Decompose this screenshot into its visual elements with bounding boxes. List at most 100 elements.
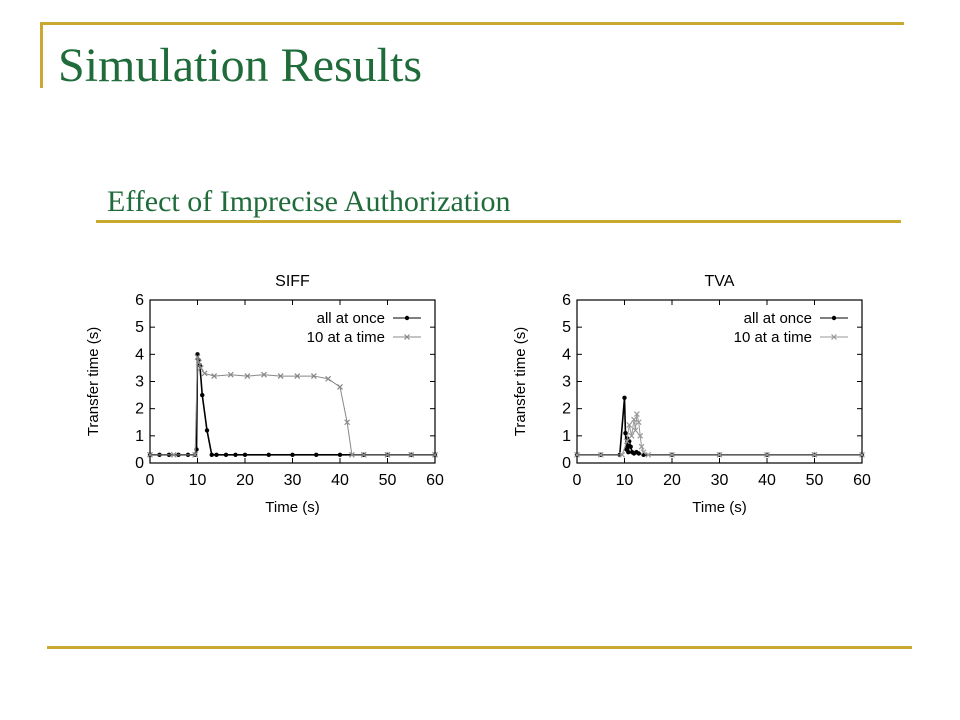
data-point	[764, 451, 770, 458]
chart-title: TVA	[705, 273, 735, 290]
legend-label: all at once	[744, 310, 812, 327]
data-point	[266, 452, 271, 458]
data-point	[626, 422, 633, 428]
y-tick-label: 4	[562, 346, 571, 363]
x-tick-label: 20	[236, 472, 254, 489]
data-point	[201, 370, 208, 377]
y-tick-label: 3	[135, 374, 144, 391]
series-line-1	[150, 356, 435, 456]
y-tick-label: 1	[135, 428, 144, 445]
data-point	[310, 373, 317, 379]
data-point	[628, 432, 635, 439]
data-point	[637, 432, 644, 439]
y-tick-label: 0	[562, 455, 571, 472]
data-point	[360, 451, 367, 458]
data-point	[628, 444, 633, 449]
data-point	[669, 451, 675, 458]
legend-marker	[831, 315, 837, 321]
data-point	[638, 443, 645, 450]
subtitle-underline	[96, 220, 901, 223]
data-point	[147, 451, 153, 458]
x-tick-label: 50	[379, 472, 397, 489]
data-point	[408, 451, 415, 458]
data-point	[227, 371, 234, 378]
slide-frame-left-rule	[40, 22, 43, 88]
y-axis-label: Transfer time (s)	[85, 327, 102, 436]
legend-label: 10 at a time	[307, 329, 385, 346]
data-point	[632, 427, 639, 434]
data-point	[204, 428, 210, 433]
data-point	[619, 451, 626, 458]
legend-marker	[404, 334, 410, 340]
data-point	[623, 438, 630, 445]
data-point	[197, 364, 204, 371]
x-axis-label: Time (s)	[265, 499, 319, 516]
data-point	[261, 371, 267, 378]
data-point	[211, 373, 218, 379]
data-point	[314, 452, 319, 458]
data-point	[597, 451, 604, 458]
x-tick-label: 0	[146, 472, 155, 489]
data-point	[209, 452, 214, 458]
slide-frame-bottom-rule	[47, 646, 912, 649]
y-tick-label: 4	[135, 346, 144, 363]
series-line-0	[577, 397, 862, 456]
x-tick-label: 20	[663, 472, 681, 489]
data-point	[244, 373, 251, 379]
data-point	[294, 373, 301, 379]
y-tick-label: 5	[562, 319, 571, 336]
data-point	[242, 452, 248, 458]
legend-marker	[404, 315, 410, 321]
plot-area	[576, 299, 863, 464]
data-point	[196, 359, 202, 366]
slide-frame-top-rule	[40, 22, 904, 25]
data-point	[192, 451, 199, 458]
data-point	[716, 451, 723, 458]
y-tick-label: 5	[135, 319, 144, 336]
y-tick-label: 6	[135, 292, 144, 309]
plot-area	[149, 299, 436, 464]
x-tick-label: 50	[806, 472, 824, 489]
x-tick-label: 10	[189, 472, 207, 489]
data-point	[633, 411, 640, 418]
data-point	[233, 452, 238, 458]
data-point	[325, 375, 332, 382]
data-point	[623, 430, 628, 436]
data-point	[337, 384, 343, 390]
data-point	[170, 451, 177, 458]
data-point	[626, 449, 631, 455]
x-tick-label: 30	[711, 472, 729, 489]
y-axis-label: Transfer time (s)	[512, 327, 529, 436]
data-point	[622, 395, 627, 400]
data-point	[290, 452, 295, 458]
data-point	[811, 451, 818, 458]
x-tick-label: 60	[426, 472, 444, 489]
x-tick-label: 10	[616, 472, 634, 489]
y-tick-label: 2	[135, 401, 144, 418]
data-point	[432, 451, 438, 458]
x-tick-label: 0	[573, 472, 582, 489]
slide-subtitle: Effect of Imprecise Authorization	[107, 185, 511, 218]
data-point	[223, 452, 229, 458]
x-tick-label: 40	[331, 472, 349, 489]
data-point	[640, 449, 647, 456]
x-tick-label: 30	[284, 472, 302, 489]
x-axis-label: Time (s)	[692, 499, 746, 516]
data-point	[214, 452, 219, 458]
data-point	[384, 451, 391, 458]
data-point	[635, 419, 642, 426]
data-point	[859, 451, 865, 458]
y-tick-label: 3	[562, 374, 571, 391]
y-tick-label: 2	[562, 401, 571, 418]
slide-title: Simulation Results	[58, 39, 423, 92]
data-point	[631, 416, 637, 423]
data-point	[636, 451, 641, 456]
data-point	[574, 451, 580, 458]
series-line-0	[150, 354, 435, 456]
data-point	[200, 392, 205, 398]
x-tick-label: 60	[853, 472, 871, 489]
data-point	[337, 452, 343, 458]
x-tick-label: 40	[758, 472, 776, 489]
